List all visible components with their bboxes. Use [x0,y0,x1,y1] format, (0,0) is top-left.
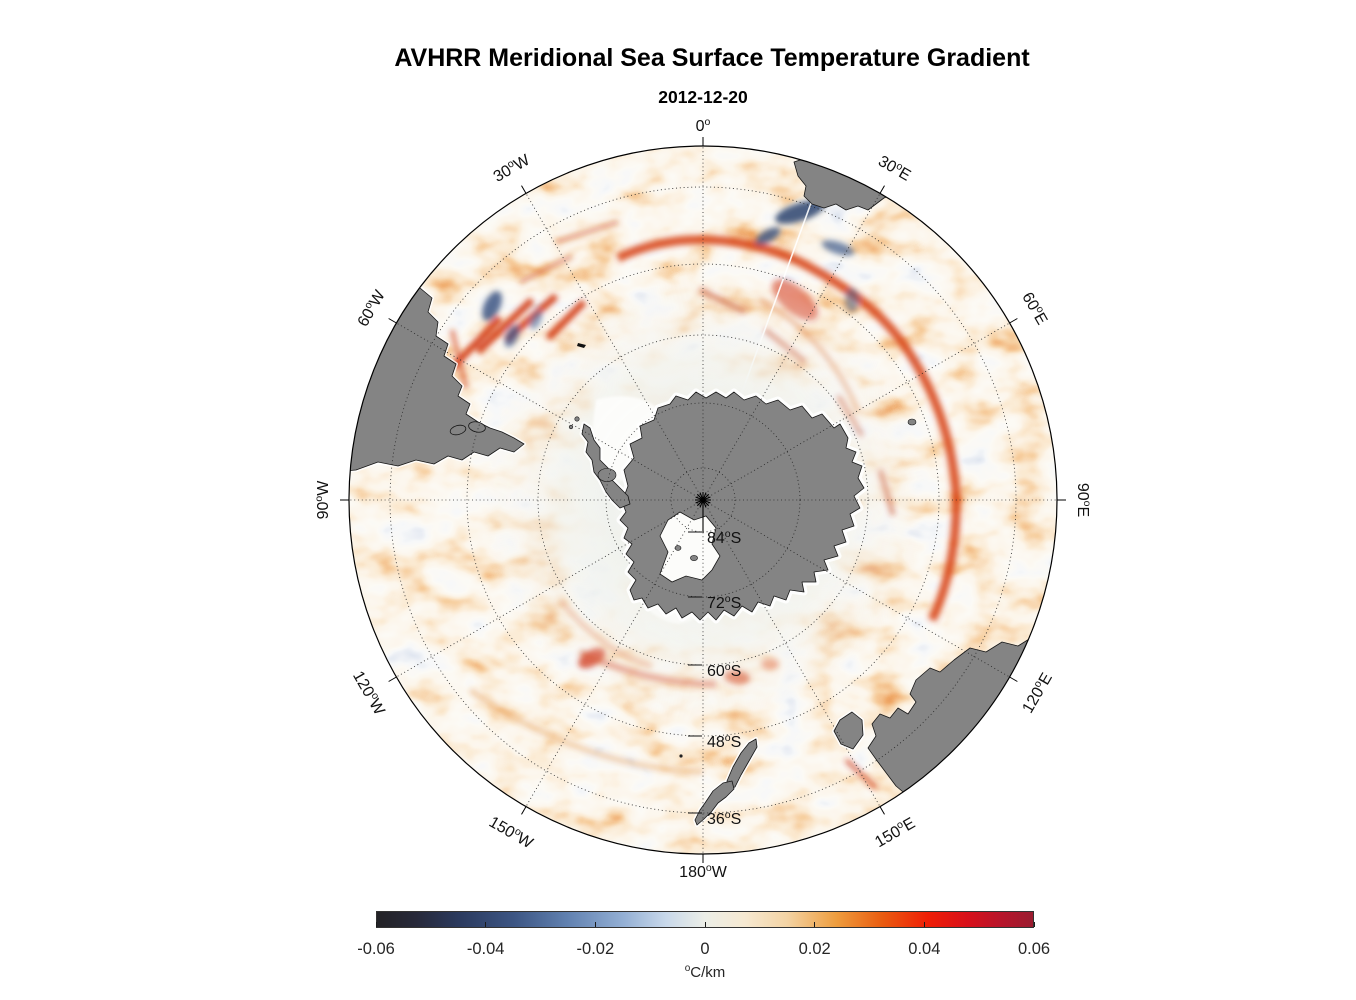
landmasses [349,147,1049,827]
colorbar-tick [1033,922,1035,927]
meridian-label: 30oE [875,151,914,185]
meridian-edge-tick [521,185,527,194]
meridian-edge-tick [388,676,397,682]
parallel-gridline [537,334,869,666]
colorbar-tick-label: 0.06 [1017,940,1051,958]
colorbar-tick-label: 0 [700,940,710,958]
figure-date-subtitle: 2012-12-20 [658,87,748,107]
meridian-gridline [396,500,702,678]
graticule-label-text: 150oW [486,812,538,853]
parallel-gridline [389,186,1017,814]
graticule-label-text: 30oE [875,151,914,185]
meridian-label: 180oW [679,862,728,881]
landmass-kerguelen [907,418,917,426]
colorbar-tick [704,922,706,927]
graticule-label-text: 30oW [490,150,534,186]
graticule-label-text: 120oW [349,667,390,719]
ross-ice-shelf [659,511,721,583]
meridian-gridline [703,193,881,499]
parallel-label: 84oS [707,528,741,547]
meridian-gridline [525,501,703,807]
meridian-ticks [340,137,1066,863]
parallel-label: 48oS [707,732,741,751]
colorbar-tick-label: -0.04 [466,940,505,958]
meridian-edge-tick [521,806,527,815]
graticule-label-text: 36oS [707,809,741,828]
graticule-label-text: 84oS [707,528,741,547]
meridian-edge-tick [879,806,885,815]
graticule-label-text: 0o [696,116,711,135]
meridian-gridline [704,322,1010,500]
parallel-label: 72oS [707,593,741,612]
islet-dot [679,754,683,758]
pole-marker [695,492,711,533]
meridian-gridline [704,500,1010,678]
colorbar-gradient [376,911,1034,928]
meridian-edge-tick [1009,676,1018,682]
meridian-label: 60oE [1018,289,1052,328]
landmass-falklands [449,424,467,436]
graticule [349,146,1057,854]
graticule-label-text: 60oE [1018,289,1052,328]
parallel-label: 60oS [707,661,741,680]
graticule-label-text: 72oS [707,593,741,612]
colorbar-tick [485,922,487,927]
islet-dot [577,343,586,348]
colorbar-tick-label: 0.04 [908,940,941,958]
graticule-label-text: 60oW [353,286,389,330]
meridian-edge-tick [879,185,885,194]
graticule-label-text: 90oE [1074,483,1093,517]
meridian-gridline [525,193,703,499]
meridian-edge-tick [1009,318,1018,324]
meridian-gridline [703,501,881,807]
colorbar-tick [594,922,596,927]
graticule-label-text: 120oE [1018,669,1056,716]
colorbar: -0.06 -0.04 -0.02 0 0.02 0.04 0.06 oC/km [357,911,1050,981]
colorbar-tick-label: 0.02 [798,940,831,958]
parallel-gridline [466,263,940,737]
meridian-label: 60oW [353,286,390,330]
colorbar-tick-label: -0.02 [576,940,615,958]
graticule-label-text: 90oW [313,480,332,520]
graticule-label-text: 48oS [707,732,741,751]
meridian-label: 150oW [486,812,538,853]
graticule-label-text: 150oE [871,813,918,851]
graticule-label-text: 60oS [707,661,741,680]
meridian-label: 120oW [349,667,390,719]
colorbar-tick-label: -0.06 [357,940,395,958]
meridian-label: 0o [696,116,711,135]
colorbar-tick [814,922,816,927]
meridian-label: 150oE [871,813,918,851]
meridian-label: 30oW [490,150,534,186]
meridian-label: 90oW [313,480,332,520]
colorbar-tick [375,922,377,927]
meridian-label: 120oE [1018,669,1056,716]
meridian-label: 90oE [1074,483,1093,517]
figure-title: AVHRR Meridional Sea Surface Temperature… [394,44,1030,72]
colorbar-unit-label: oC/km [684,963,726,981]
parallel-label: 36oS [707,809,741,828]
graticule-label-text: 180oW [679,862,728,881]
meridian-edge-tick [388,318,397,324]
colorbar-tick [923,922,925,927]
meridian-gridline [396,322,702,500]
